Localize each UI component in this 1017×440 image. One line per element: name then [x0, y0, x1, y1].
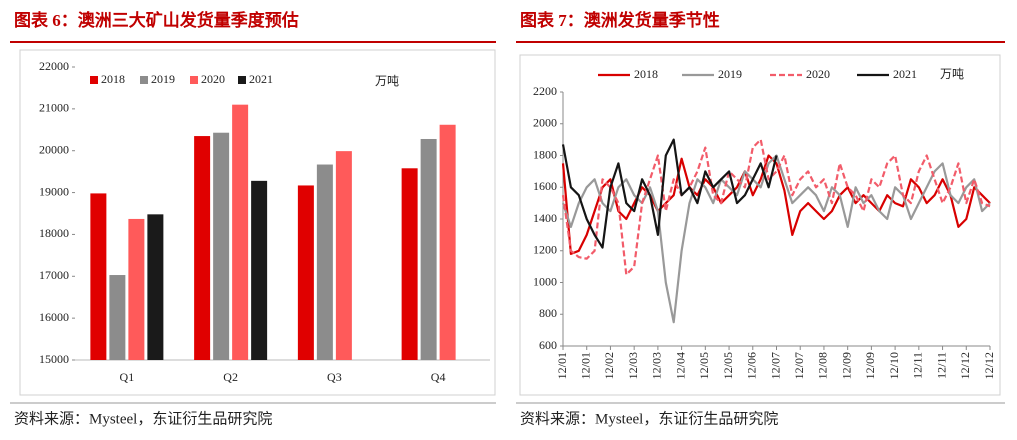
legend-label: 2019 [718, 67, 742, 81]
chart-title: 图表 6：澳洲三大矿山发货量季度预估 [14, 10, 299, 30]
y-tick-label: 18000 [39, 226, 69, 240]
legend-label: 2018 [101, 72, 125, 86]
x-tick-label: Q3 [327, 370, 342, 384]
y-tick-label: 2000 [533, 116, 557, 130]
x-tick-label: 12/12 [958, 352, 972, 379]
bar [297, 185, 314, 360]
source: 资料来源：Mysteel，东证衍生品研究院 [14, 409, 272, 427]
bar [251, 180, 268, 360]
bar [439, 124, 456, 361]
x-tick-label: 12/11 [934, 352, 948, 379]
chart-title: 图表 7：澳洲发货量季节性 [520, 10, 720, 30]
x-tick-label: 12/02 [602, 352, 616, 379]
bar [194, 136, 211, 360]
x-tick-label: Q4 [431, 370, 446, 384]
bar [128, 218, 145, 360]
y-tick-label: 1600 [533, 179, 557, 193]
bar [401, 168, 418, 360]
bar [109, 275, 126, 360]
y-tick-label: 17000 [39, 268, 69, 282]
bar [90, 193, 107, 360]
x-tick-label: 12/11 [911, 352, 925, 379]
legend-label: 2020 [806, 67, 830, 81]
y-tick-label: 22000 [39, 59, 69, 73]
series-line [561, 154, 991, 255]
x-tick-label: 12/09 [863, 352, 877, 379]
x-tick-label: 12/01 [555, 352, 569, 379]
x-tick-label: 12/07 [768, 352, 782, 379]
x-tick-label: 12/05 [697, 352, 711, 379]
y-tick-label: 1000 [533, 274, 557, 288]
x-tick-label: 12/07 [792, 352, 806, 379]
y-tick-label: 16000 [39, 310, 69, 324]
x-tick-label: 12/12 [982, 352, 996, 379]
y-tick-label: 21000 [39, 101, 69, 115]
x-tick-label: 12/05 [721, 352, 735, 379]
plot-frame [519, 54, 1001, 396]
legend-label: 2019 [151, 72, 175, 86]
y-tick-label: 1200 [533, 243, 557, 257]
legend-label: 2021 [249, 72, 273, 86]
series-line [561, 154, 991, 324]
y-tick-label: 1400 [533, 211, 557, 225]
y-tick-label: 600 [539, 338, 557, 352]
legend-swatch [190, 76, 198, 84]
bar [335, 151, 352, 360]
bar [316, 164, 333, 360]
legend-swatch [90, 76, 98, 84]
x-tick-label: Q1 [120, 370, 135, 384]
legend-label: 2021 [893, 67, 917, 81]
bar [147, 214, 164, 360]
x-tick-label: 12/01 [578, 352, 592, 379]
y-tick-label: 19000 [39, 184, 69, 198]
y-tick-label: 1800 [533, 147, 557, 161]
y-tick-label: 15000 [39, 352, 69, 366]
plot-frame [19, 49, 496, 396]
legend-label: 2020 [201, 72, 225, 86]
x-tick-label: 12/08 [816, 352, 830, 379]
y-tick-label: 2200 [533, 84, 557, 98]
x-tick-label: Q2 [223, 370, 238, 384]
unit-label: 万吨 [375, 74, 399, 88]
x-tick-label: 12/06 [745, 352, 759, 379]
source: 资料来源：Mysteel，东证衍生品研究院 [520, 409, 778, 427]
x-tick-label: 12/03 [626, 352, 640, 379]
legend-label: 2018 [634, 67, 658, 81]
series-line [561, 138, 991, 276]
x-tick-label: 12/03 [650, 352, 664, 379]
y-tick-label: 20000 [39, 142, 69, 156]
legend-swatch [140, 76, 148, 84]
y-tick-label: 800 [539, 306, 557, 320]
bar [420, 138, 437, 360]
bar [232, 104, 249, 361]
legend-swatch [238, 76, 246, 84]
x-tick-label: 12/09 [839, 352, 853, 379]
x-tick-label: 12/10 [887, 352, 901, 379]
unit-label: 万吨 [940, 67, 964, 81]
bar [213, 132, 230, 360]
series-line [561, 138, 778, 249]
x-tick-label: 12/04 [673, 352, 687, 379]
